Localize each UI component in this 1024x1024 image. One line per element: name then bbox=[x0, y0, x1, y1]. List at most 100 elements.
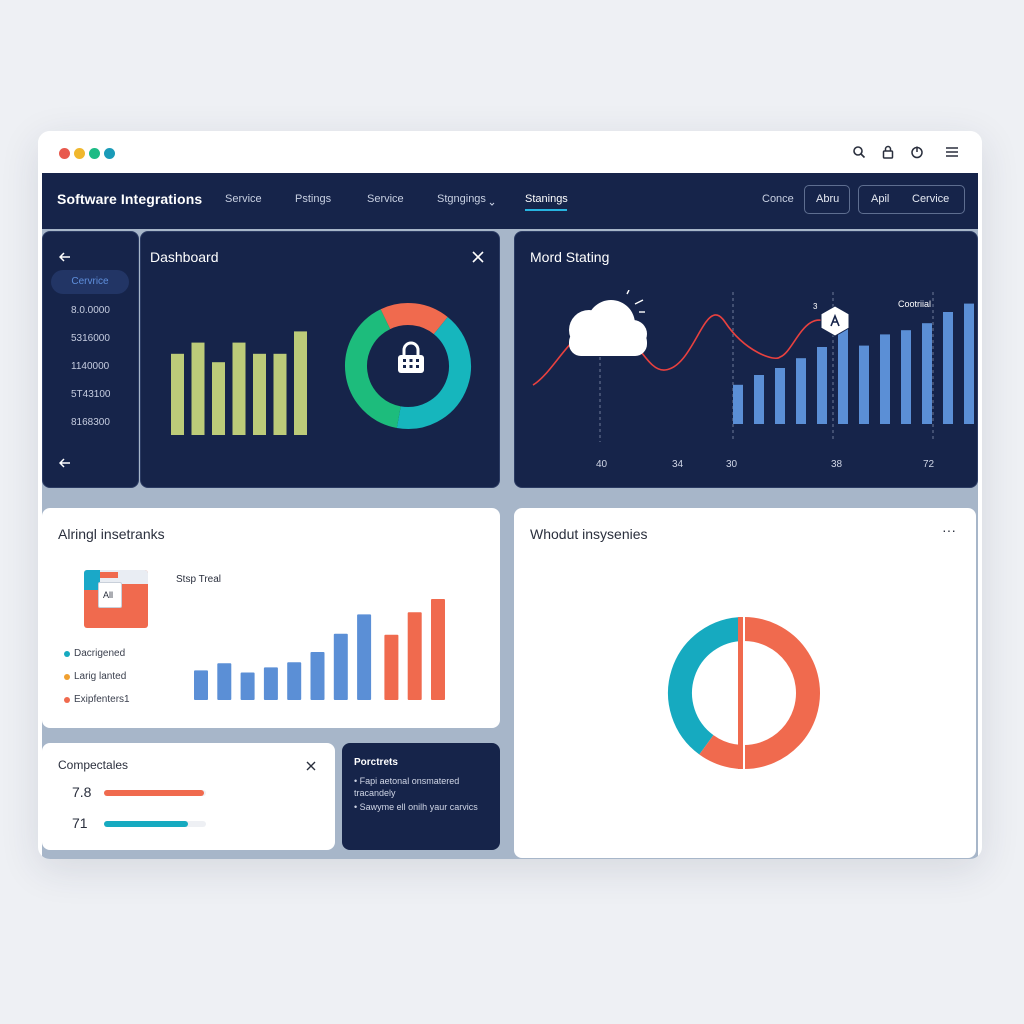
mord-bar bbox=[754, 375, 764, 424]
legend-label: Dacrigened bbox=[74, 648, 126, 659]
mini-card[interactable]: All bbox=[84, 570, 148, 628]
sidebar: Cervrice 8.0.0000 5316000 1140000 5T4310… bbox=[42, 231, 139, 488]
apil-button[interactable]: Apil bbox=[871, 193, 890, 205]
dashboard-bar bbox=[212, 362, 225, 435]
search-icon[interactable] bbox=[850, 143, 868, 161]
x-tick-label: 72 bbox=[923, 459, 935, 470]
apil-cervice-button-group[interactable]: Apil Cervice bbox=[858, 185, 965, 214]
back-arrow-icon[interactable] bbox=[58, 249, 71, 267]
alring-bar bbox=[310, 652, 325, 700]
dashboard-bar bbox=[171, 353, 184, 435]
donut-segment bbox=[380, 303, 448, 335]
sidebar-item[interactable]: 8168300 bbox=[71, 417, 110, 428]
notes-title: Porctrets bbox=[354, 757, 398, 768]
dashboard-bar bbox=[232, 342, 246, 435]
alring-title: Alringl insetranks bbox=[58, 526, 165, 542]
nav-item-pstings[interactable]: Pstings bbox=[295, 193, 332, 205]
mord-bar bbox=[943, 312, 953, 424]
cervice-button[interactable]: Cervice bbox=[912, 193, 950, 205]
notes-panel: Porctrets • Fapi aetonal onsmatered trac… bbox=[342, 743, 500, 850]
abru-button-label: Abru bbox=[816, 193, 840, 205]
alring-panel: Alringl insetranks All Stsp Treal Dacrig… bbox=[42, 508, 500, 728]
mini-card-strip bbox=[84, 570, 100, 590]
extra-dot[interactable] bbox=[104, 148, 115, 159]
alring-bar bbox=[263, 667, 278, 700]
sidebar-item[interactable]: 1140000 bbox=[71, 361, 110, 372]
dashboard-bar bbox=[191, 342, 205, 435]
dashboard-chart bbox=[171, 303, 471, 435]
nav-item-service-2[interactable]: Service bbox=[367, 193, 404, 205]
compectales-title: Compectales bbox=[58, 758, 129, 772]
x-tick-label: 38 bbox=[831, 459, 843, 470]
donut-segment bbox=[345, 309, 402, 428]
main-area: Software Integrations Service Pstings Se… bbox=[42, 173, 978, 859]
mord-stating-panel: Mord Stating 40 34 30 38 72 bbox=[514, 231, 978, 488]
marker-small-label: 3 bbox=[813, 302, 818, 311]
more-icon[interactable]: ··· bbox=[942, 522, 956, 538]
mord-bar bbox=[733, 384, 743, 424]
legend-dot bbox=[64, 651, 70, 657]
active-tab-indicator bbox=[525, 209, 567, 211]
power-icon[interactable] bbox=[908, 143, 926, 161]
alring-bar bbox=[240, 672, 255, 700]
mini-card-tab bbox=[100, 572, 118, 578]
abru-button[interactable]: Abru bbox=[804, 185, 850, 214]
alring-chart bbox=[194, 599, 445, 700]
metric-track bbox=[104, 790, 206, 796]
mord-bar bbox=[964, 303, 974, 424]
sidebar-item[interactable]: 8.0.0000 bbox=[71, 305, 110, 316]
menu-icon[interactable] bbox=[943, 143, 961, 161]
mord-bar bbox=[901, 330, 911, 424]
nav-link-conce[interactable]: Conce bbox=[762, 193, 794, 205]
note-text: Sawyme ell onilh yaur carvics bbox=[359, 802, 478, 812]
nav-item-stanings[interactable]: Stanings bbox=[525, 193, 568, 205]
mord-bar bbox=[775, 368, 785, 424]
title-bar bbox=[38, 131, 982, 173]
card-label: Stsp Treal bbox=[176, 574, 222, 585]
dashboard-title: Dashboard bbox=[150, 249, 219, 265]
nav-item-service[interactable]: Service bbox=[225, 193, 262, 205]
metric-fill bbox=[104, 790, 204, 796]
nav-item-stgngings[interactable]: Stgngings bbox=[437, 193, 486, 205]
x-tick-label: 34 bbox=[672, 459, 684, 470]
close-icon[interactable] bbox=[472, 250, 484, 268]
close-dot[interactable] bbox=[59, 148, 70, 159]
alring-bar bbox=[407, 612, 422, 700]
hexagon-marker-icon bbox=[819, 304, 851, 343]
metric-value: 7.8 bbox=[72, 784, 92, 800]
maximize-dot[interactable] bbox=[89, 148, 100, 159]
mini-card-label: All bbox=[103, 590, 114, 600]
mord-stating-title: Mord Stating bbox=[530, 249, 610, 265]
mord-bar bbox=[922, 323, 932, 424]
alring-bar bbox=[194, 670, 208, 700]
minimize-dot[interactable] bbox=[74, 148, 85, 159]
sidebar-item[interactable]: 5316000 bbox=[71, 333, 110, 344]
note-item: • Sawyme ell onilh yaur carvics bbox=[354, 801, 484, 813]
cloud-icon bbox=[555, 289, 655, 367]
dashboard-bar bbox=[253, 353, 266, 435]
close-icon[interactable] bbox=[306, 758, 316, 776]
collapse-arrow-icon[interactable] bbox=[58, 455, 71, 473]
mord-bar bbox=[880, 334, 890, 424]
app-title: Software Integrations bbox=[57, 191, 203, 207]
alring-bar bbox=[217, 663, 232, 700]
chevron-down-icon[interactable] bbox=[489, 194, 495, 212]
donut-segment bbox=[699, 617, 820, 769]
compectales-panel: Compectales 7.8 71 bbox=[42, 743, 335, 850]
dashboard-panel: Dashboard bbox=[140, 231, 500, 488]
app-window: Software Integrations Service Pstings Se… bbox=[38, 131, 982, 859]
lock-icon[interactable] bbox=[879, 143, 897, 161]
donut-divider bbox=[738, 617, 744, 769]
sidebar-item[interactable]: 5T43100 bbox=[71, 389, 111, 400]
note-item: • Fapi aetonal onsmatered tracandely bbox=[354, 775, 484, 799]
mord-bar bbox=[838, 328, 848, 424]
x-tick-label: 30 bbox=[726, 459, 738, 470]
whodut-panel: Whodut insysenies ··· bbox=[514, 508, 976, 858]
sidebar-item-active[interactable]: Cervrice bbox=[51, 270, 129, 294]
top-nav: Software Integrations Service Pstings Se… bbox=[42, 173, 978, 229]
metric-track bbox=[104, 821, 206, 827]
alring-bar bbox=[287, 662, 302, 700]
metric-fill bbox=[104, 821, 188, 827]
mord-bar bbox=[796, 358, 806, 424]
whodut-chart bbox=[668, 617, 820, 769]
